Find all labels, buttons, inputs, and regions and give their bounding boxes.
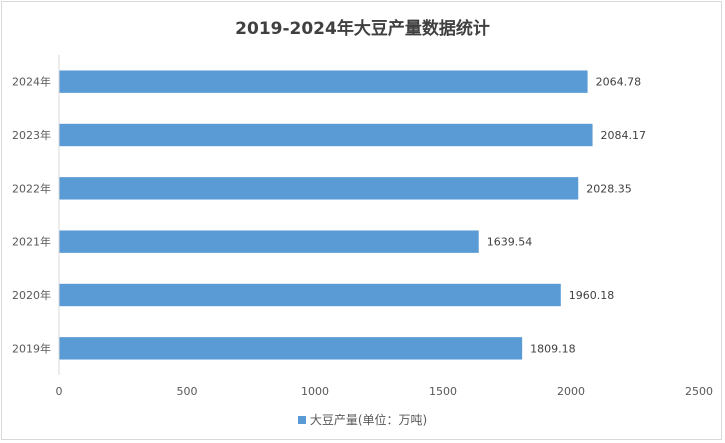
bar — [59, 123, 593, 147]
x-tick-label: 1000 — [301, 385, 329, 398]
legend-label: 大豆产量(单位：万吨) — [309, 413, 428, 427]
data-label: 2084.17 — [601, 129, 647, 142]
x-tick-label: 500 — [177, 385, 198, 398]
data-label: 1960.18 — [569, 289, 615, 302]
x-tick-label: 0 — [56, 385, 63, 398]
bar — [59, 70, 588, 93]
y-tick-label: 2019年 — [12, 341, 51, 355]
data-label: 1809.18 — [530, 342, 576, 355]
data-label: 2028.35 — [586, 182, 632, 195]
legend-swatch — [297, 416, 306, 424]
x-tick-label: 1500 — [429, 385, 457, 398]
data-label: 2064.78 — [596, 76, 642, 89]
chart-title: 2019-2024年大豆产量数据统计 — [235, 19, 490, 39]
bar — [59, 337, 523, 360]
y-tick-label: 2023年 — [12, 128, 51, 142]
bar — [59, 283, 561, 307]
y-tick-label: 2024年 — [12, 75, 51, 89]
legend: 大豆产量(单位：万吨) — [0, 411, 725, 428]
y-tick-label: 2021年 — [12, 235, 51, 249]
y-tick-label: 2022年 — [12, 181, 51, 195]
x-tick-label: 2500 — [685, 385, 713, 398]
data-label: 1639.54 — [487, 236, 533, 249]
x-tick-label: 2000 — [557, 385, 585, 398]
bar — [59, 177, 579, 200]
y-tick-label: 2020年 — [12, 288, 51, 302]
bar — [59, 230, 479, 253]
